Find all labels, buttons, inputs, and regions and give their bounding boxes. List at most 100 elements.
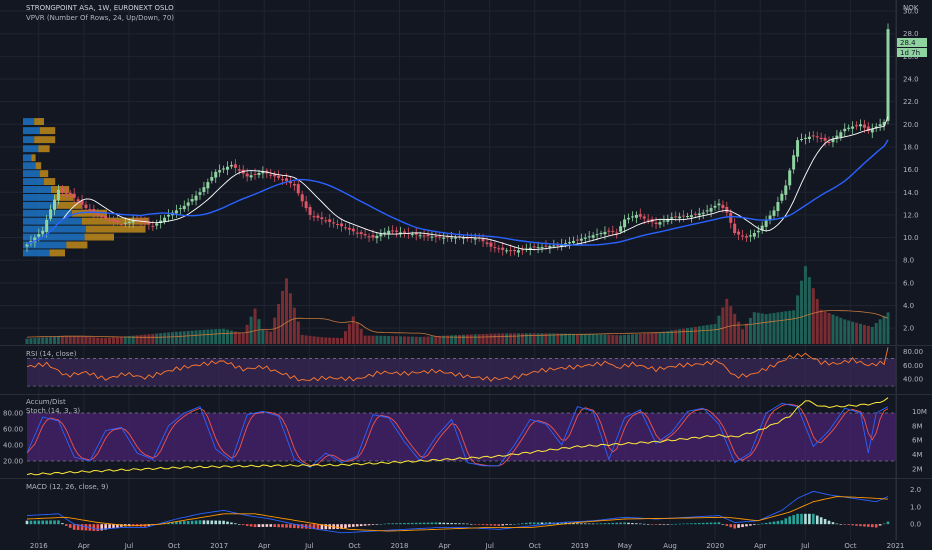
candle-body[interactable] [190, 199, 194, 202]
candle-body[interactable] [383, 232, 387, 234]
candle-body[interactable] [359, 232, 363, 235]
candle-body[interactable] [866, 126, 870, 132]
candle-body[interactable] [108, 219, 112, 221]
candle-body[interactable] [222, 168, 226, 170]
time-axis[interactable]: 2016 Apr Jul Oct 2017 Apr Jul Oct 2018 Apr Jul Oct 2… [30, 542, 905, 550]
time-axis-label[interactable]: Jul [484, 542, 494, 550]
candle-body[interactable] [182, 205, 186, 210]
candle-body[interactable] [402, 231, 406, 234]
candle-body[interactable] [658, 222, 662, 225]
candle-body[interactable] [442, 237, 446, 239]
time-axis-label[interactable]: Jul [304, 542, 314, 550]
candle-body[interactable] [64, 192, 68, 194]
candle-body[interactable] [591, 235, 595, 238]
candle-body[interactable] [780, 193, 784, 201]
candle-body[interactable] [489, 242, 493, 247]
candle-body[interactable] [874, 126, 878, 129]
candle-body[interactable] [174, 210, 178, 214]
candle-body[interactable] [316, 215, 320, 218]
candle-body[interactable] [226, 166, 230, 170]
candle-body[interactable] [528, 247, 532, 250]
candle-body[interactable] [131, 220, 135, 223]
candle-body[interactable] [611, 231, 615, 233]
candle-body[interactable] [713, 205, 717, 208]
candle-body[interactable] [615, 232, 619, 234]
candle-body[interactable] [815, 136, 819, 138]
candle-body[interactable] [807, 136, 811, 140]
candle-body[interactable] [194, 195, 198, 201]
candle-body[interactable] [253, 173, 257, 175]
candle-body[interactable] [756, 230, 760, 233]
candle-body[interactable] [159, 220, 163, 223]
candle-body[interactable] [733, 223, 737, 234]
candle-body[interactable] [178, 208, 182, 210]
candle-body[interactable] [284, 178, 288, 181]
candle-body[interactable] [308, 207, 312, 215]
candle-body[interactable] [564, 243, 568, 245]
candle-body[interactable] [583, 237, 587, 239]
time-axis-label[interactable]: Apr [78, 542, 90, 550]
candle-body[interactable] [410, 234, 414, 236]
candle-body[interactable] [269, 174, 273, 176]
candle-body[interactable] [151, 225, 155, 227]
candle-body[interactable] [803, 137, 807, 139]
price-axis-label[interactable]: 24.0 [903, 76, 919, 84]
candle-body[interactable] [520, 249, 524, 251]
candle-body[interactable] [296, 184, 300, 194]
candle-body[interactable] [115, 220, 119, 223]
candle-body[interactable] [371, 235, 375, 238]
candle-body[interactable] [670, 217, 674, 219]
candle-body[interactable] [497, 248, 501, 250]
candle-body[interactable] [685, 216, 689, 218]
time-axis-label[interactable]: 2017 [210, 542, 228, 550]
candle-body[interactable] [548, 246, 552, 248]
candle-body[interactable] [434, 236, 438, 238]
stoch-k-line[interactable] [26, 402, 889, 468]
price-axis-label[interactable]: 20.0 [903, 121, 919, 129]
candle-body[interactable] [104, 215, 108, 219]
signal-line[interactable] [26, 496, 889, 532]
candle-body[interactable] [473, 238, 477, 240]
candle-body[interactable] [819, 137, 823, 140]
price-axis-label[interactable]: 8.0 [903, 257, 914, 265]
time-axis-label[interactable]: Apr [754, 542, 766, 550]
candle-body[interactable] [391, 230, 395, 232]
candle-body[interactable] [796, 140, 800, 157]
price-axis-label[interactable]: 10.0 [903, 234, 919, 242]
candle-body[interactable] [654, 222, 658, 224]
candle-body[interactable] [772, 210, 776, 216]
candle-body[interactable] [379, 234, 383, 237]
candle-body[interactable] [516, 250, 520, 253]
time-axis-label[interactable]: Oct [168, 542, 180, 550]
time-axis-label[interactable]: 2020 [706, 542, 724, 550]
candle-body[interactable] [347, 227, 351, 230]
candle-body[interactable] [320, 217, 324, 220]
candle-body[interactable] [544, 245, 548, 247]
candle-body[interactable] [862, 124, 866, 128]
macd-pane[interactable]: 0.0 1.0 2.0 [25, 486, 921, 534]
candle-body[interactable] [237, 169, 241, 171]
candle-body[interactable] [607, 230, 611, 232]
candle-body[interactable] [599, 233, 603, 235]
time-axis-label[interactable]: Apr [439, 542, 451, 550]
time-axis-label[interactable]: 2021 [887, 542, 905, 550]
rsi-pane[interactable]: 40.00 60.00 80.00 [26, 347, 923, 387]
candle-body[interactable] [532, 246, 536, 248]
candle-body[interactable] [332, 222, 336, 224]
candle-body[interactable] [72, 193, 76, 198]
candle-body[interactable] [426, 234, 430, 237]
price-axis-label[interactable]: 28.0 [903, 30, 919, 38]
candle-body[interactable] [839, 132, 843, 137]
candle-body[interactable] [84, 204, 88, 209]
candle-body[interactable] [630, 216, 634, 218]
candle-body[interactable] [493, 247, 497, 249]
time-axis-label[interactable]: Oct [529, 542, 541, 550]
candle-body[interactable] [367, 236, 371, 238]
candle-body[interactable] [465, 237, 469, 239]
candle-body[interactable] [41, 230, 45, 234]
rsi-line[interactable] [26, 347, 889, 382]
candle-body[interactable] [697, 213, 701, 216]
candle-body[interactable] [752, 233, 756, 237]
candle-body[interactable] [277, 175, 281, 178]
candle-body[interactable] [556, 244, 560, 246]
